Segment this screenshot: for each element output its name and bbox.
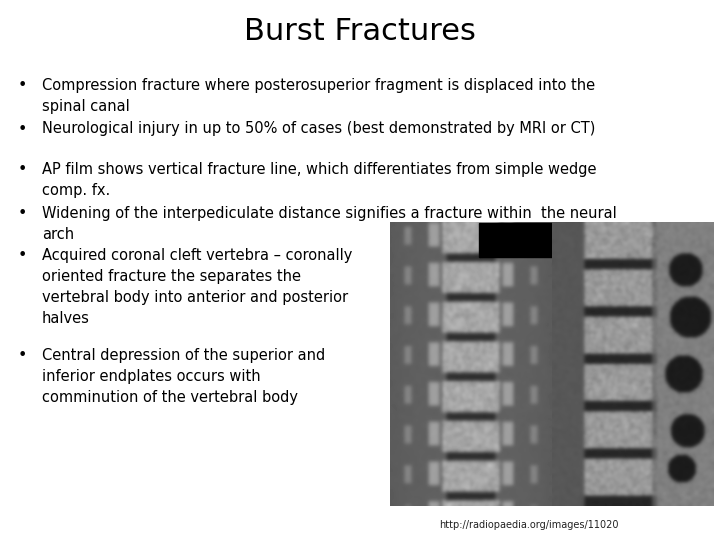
Text: AP film shows vertical fracture line, which differentiates from simple wedge
com: AP film shows vertical fracture line, wh… bbox=[42, 162, 596, 198]
Text: Compression fracture where posterosuperior fragment is displaced into the
spinal: Compression fracture where posterosuperi… bbox=[42, 78, 595, 114]
Text: •: • bbox=[18, 206, 27, 221]
Text: Acquired coronal cleft vertebra – coronally
oriented fracture the separates the
: Acquired coronal cleft vertebra – corona… bbox=[42, 248, 352, 326]
Text: •: • bbox=[18, 248, 27, 264]
Text: Neurological injury in up to 50% of cases (best demonstrated by MRI or CT): Neurological injury in up to 50% of case… bbox=[42, 122, 595, 137]
Text: •: • bbox=[18, 348, 27, 363]
Text: Central depression of the superior and
inferior endplates occurs with
comminutio: Central depression of the superior and i… bbox=[42, 348, 325, 406]
Text: •: • bbox=[18, 162, 27, 177]
Text: •: • bbox=[18, 78, 27, 93]
Text: •: • bbox=[18, 122, 27, 137]
Text: Burst Fractures: Burst Fractures bbox=[244, 17, 476, 46]
Text: http://radiopaedia.org/images/11020: http://radiopaedia.org/images/11020 bbox=[439, 520, 619, 530]
Bar bbox=[480, 223, 552, 257]
Text: Widening of the interpediculate distance signifies a fracture within  the neural: Widening of the interpediculate distance… bbox=[42, 206, 616, 242]
